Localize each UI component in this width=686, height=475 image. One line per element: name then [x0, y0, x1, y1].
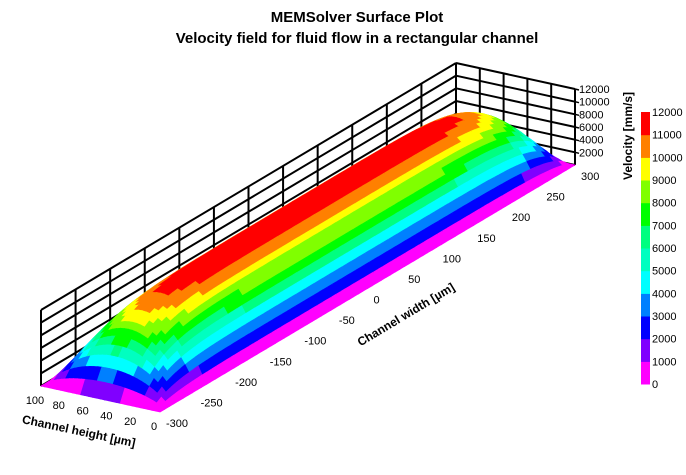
colorbar-tick-label: 1000 [652, 356, 676, 368]
x-tick-label: -100 [304, 336, 326, 348]
surface-cell [155, 405, 166, 413]
colorbar-band [641, 225, 650, 249]
z-tick-label: 2000 [579, 147, 603, 159]
z-tick [574, 126, 580, 129]
colorbar-band [641, 202, 650, 226]
x-tick-label: 200 [512, 212, 530, 224]
chart-title: MEMSolver Surface Plot [271, 9, 444, 26]
x-axis-title: Channel width [µm] [355, 280, 457, 349]
colorbar-tick-label: 11000 [652, 130, 682, 142]
colorbar-band [641, 180, 650, 204]
x-tick-label: -200 [235, 377, 257, 389]
chart-subtitle: Velocity field for fluid flow in a recta… [176, 30, 539, 47]
colorbar-tick-label: 0 [652, 379, 658, 391]
axes: -300-250-200-150-100-5005010015020025030… [26, 84, 610, 433]
y-tick-label: 40 [100, 411, 112, 423]
colorbar-band [641, 270, 650, 294]
y-axis-title: Channel height [µm] [21, 412, 137, 450]
y-tick-label: 60 [76, 405, 88, 417]
z-tick [574, 151, 580, 155]
wall-gridline [455, 100, 576, 128]
z-tick-label: 8000 [579, 109, 603, 121]
wall-gridline [455, 74, 576, 103]
z-tick-label: 4000 [579, 135, 603, 147]
y-tick-label: 80 [53, 400, 65, 412]
colorbar-tick-label: 7000 [652, 220, 676, 232]
colorbar-tick-label: 10000 [652, 152, 683, 164]
colorbar-band [641, 293, 650, 317]
z-tick [574, 138, 580, 142]
colorbar-band [641, 112, 650, 136]
x-tick-label: -50 [339, 315, 355, 327]
surface [39, 111, 577, 413]
x-tick-label: 50 [408, 274, 420, 286]
x-tick-label: -300 [166, 418, 188, 430]
colorbar-tick-label: 2000 [652, 334, 676, 346]
y-tick-label: 20 [124, 416, 136, 428]
y-tick-label: 0 [151, 421, 157, 433]
wall-gridline [40, 87, 457, 337]
x-tick-label: -150 [270, 356, 292, 368]
x-tick-label: 100 [443, 253, 461, 265]
colorbar-tick-label: 6000 [652, 243, 676, 255]
wall-gridline [40, 74, 457, 324]
wall-gridline [455, 87, 576, 116]
colorbar-band [641, 316, 650, 340]
colorbar-band [641, 157, 650, 181]
wall-gridline [40, 62, 457, 311]
x-tick-label: 0 [374, 295, 380, 307]
x-tick-label: 300 [581, 171, 599, 183]
x-tick-label: 150 [477, 233, 495, 245]
z-tick [574, 100, 580, 104]
wall-gridline [40, 100, 457, 349]
colorbar-tick-label: 8000 [652, 198, 676, 210]
colorbar-tick-label: 9000 [652, 175, 676, 187]
colorbar-band [641, 361, 650, 385]
colorbar-tick-label: 4000 [652, 288, 676, 300]
y-tick-label: 100 [26, 395, 44, 407]
colorbar-tick-label: 5000 [652, 266, 676, 278]
colorbar-tick-label: 3000 [652, 311, 676, 323]
x-tick-label: 250 [546, 192, 564, 204]
z-tick [574, 113, 580, 117]
colorbar-title: Velocity [mm/s] [621, 92, 635, 180]
x-tick-label: -250 [201, 397, 223, 409]
z-tick [574, 88, 580, 91]
wall-gridline [455, 62, 576, 90]
colorbar: 0 1000 2000 3000 4000 5000 6000 7000 8000 9000 100… [641, 107, 683, 391]
colorbar-band [641, 248, 650, 272]
z-tick-label: 10000 [579, 97, 610, 109]
z-tick-label: 6000 [579, 122, 603, 134]
colorbar-band [641, 338, 650, 362]
z-tick-label: 12000 [579, 84, 610, 96]
colorbar-band [641, 134, 650, 158]
colorbar-tick-label: 12000 [652, 107, 683, 119]
